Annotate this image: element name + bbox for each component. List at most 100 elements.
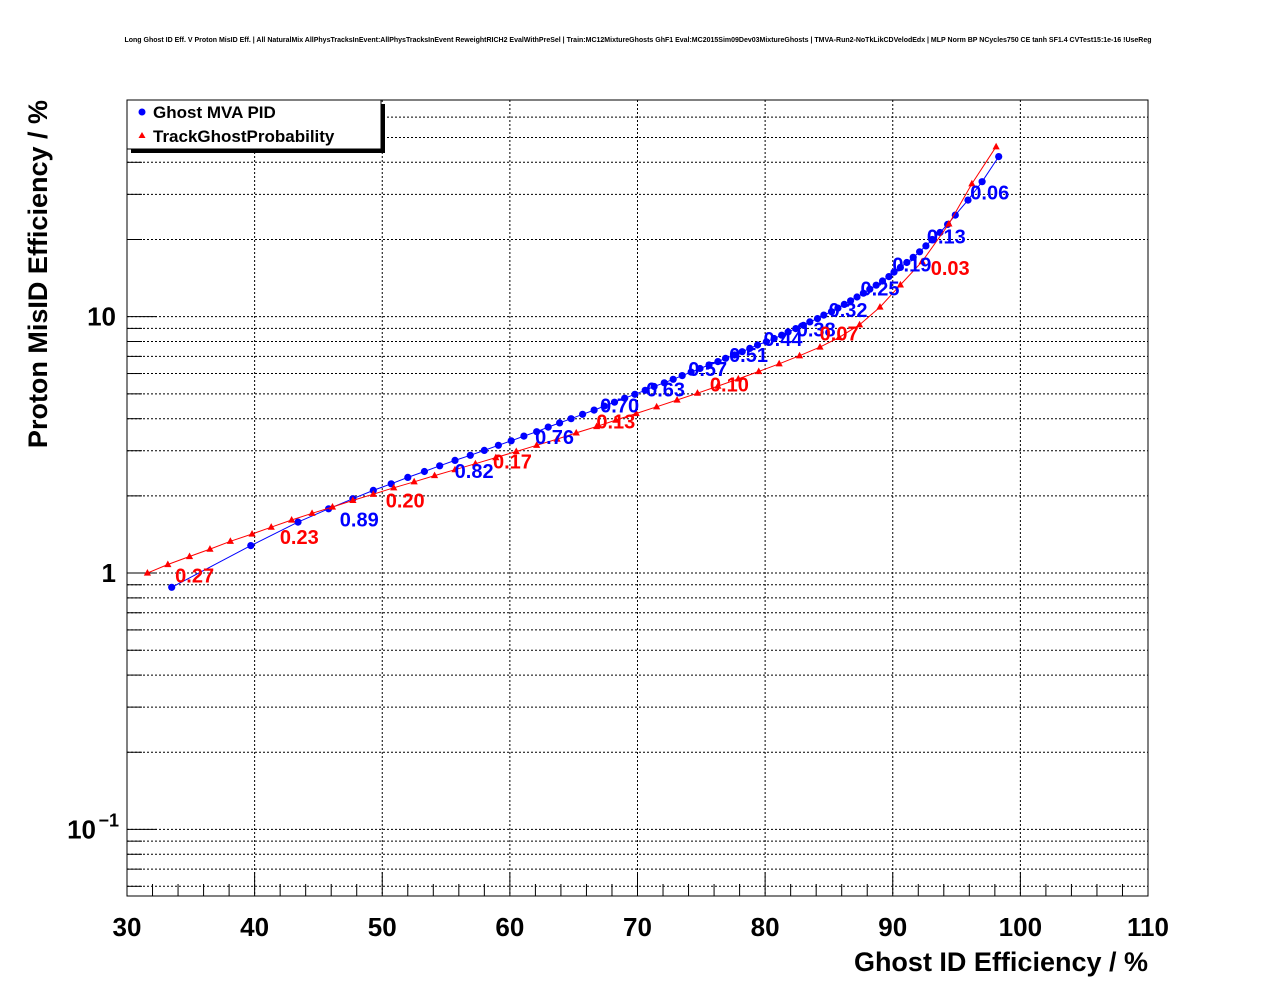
series-point-0 <box>978 178 986 186</box>
series-point-0 <box>995 153 1003 161</box>
series-point-0 <box>544 423 552 431</box>
series-point-1 <box>410 477 418 485</box>
cut-label-1: 0.07 <box>820 323 859 345</box>
series-point-0 <box>762 338 771 346</box>
x-axis-title: Ghost ID Efficiency / % <box>854 947 1148 977</box>
series-point-1 <box>835 333 843 341</box>
series-point-0 <box>730 351 739 359</box>
series-point-0 <box>792 325 800 333</box>
series-point-0 <box>420 467 428 476</box>
x-tick-label: 110 <box>1127 912 1169 942</box>
series-layer <box>143 142 1003 591</box>
cut-label-0: 0.13 <box>927 227 966 249</box>
series-point-0 <box>696 364 704 373</box>
series-point-0 <box>650 382 658 391</box>
series-point-1 <box>855 320 864 328</box>
series-point-1 <box>876 303 884 310</box>
legend: Ghost MVA PID TrackGhostProbability <box>126 99 385 153</box>
series-point-1 <box>653 402 661 410</box>
series-point-0 <box>951 211 959 219</box>
series-point-0 <box>753 341 762 349</box>
series-point-1 <box>308 509 316 516</box>
series-point-0 <box>494 441 502 449</box>
series-point-1 <box>755 367 763 375</box>
series-point-0 <box>834 304 842 312</box>
series-point-0 <box>520 432 528 440</box>
x-axis-tick-labels: 30 40 50 60 70 80 90 100 110 <box>113 912 1169 942</box>
cut-label-0: 0.76 <box>535 427 574 449</box>
cut-label-0: 0.19 <box>892 254 931 276</box>
series-point-1 <box>471 459 480 467</box>
series-point-0 <box>722 354 730 362</box>
series-point-0 <box>813 315 822 323</box>
x-tick-label: 30 <box>113 912 142 942</box>
series-point-0 <box>451 456 459 464</box>
series-point-0 <box>903 258 911 267</box>
series-point-0 <box>928 235 936 244</box>
cut-label-0: 0.32 <box>829 300 868 322</box>
series-point-0 <box>631 390 639 398</box>
series-point-1 <box>492 453 500 461</box>
x-tick-label: 60 <box>495 912 524 942</box>
series-point-0 <box>168 583 176 591</box>
cut-label-1: 0.13 <box>596 412 635 434</box>
cut-label-1: 0.10 <box>710 374 749 396</box>
series-point-1 <box>553 435 561 442</box>
cut-label-1: 0.17 <box>493 452 532 474</box>
cut-label-1: 0.20 <box>386 490 425 512</box>
series-point-0 <box>840 300 848 308</box>
series-point-1 <box>164 560 172 568</box>
series-point-0 <box>621 394 629 402</box>
series-point-1 <box>632 409 640 417</box>
series-point-1 <box>206 545 214 552</box>
cut-label-0: 0.70 <box>600 396 639 418</box>
series-point-0 <box>610 398 619 406</box>
legend-box <box>126 99 382 150</box>
series-point-1 <box>593 422 601 430</box>
series-point-1 <box>143 569 152 576</box>
series-point-1 <box>734 374 742 382</box>
y-tick-exponent: −1 <box>98 810 119 830</box>
series-point-0 <box>872 281 880 289</box>
series-point-1 <box>572 428 580 436</box>
legend-marker-ghost-mva <box>138 108 146 116</box>
series-point-1 <box>612 416 620 423</box>
series-point-1 <box>512 447 520 455</box>
legend-label-track-ghost-prob: TrackGhostProbability <box>153 127 335 146</box>
series-point-0 <box>678 372 686 380</box>
series-point-0 <box>567 415 575 423</box>
x-tick-label: 50 <box>368 912 397 942</box>
series-point-1 <box>992 142 1000 150</box>
series-point-0 <box>746 344 754 352</box>
series-point-1 <box>288 516 296 523</box>
series-point-1 <box>945 219 953 227</box>
cut-label-0: 0.57 <box>688 359 727 381</box>
series-point-0 <box>885 273 893 281</box>
series-point-0 <box>507 437 515 445</box>
series-point-0 <box>600 402 608 410</box>
series-point-0 <box>909 253 917 261</box>
series-point-0 <box>770 334 778 343</box>
cut-label-1: 0.03 <box>931 258 970 280</box>
series-point-0 <box>687 368 695 376</box>
series-point-0 <box>853 293 861 301</box>
series-point-0 <box>480 446 488 454</box>
series-point-0 <box>590 406 598 414</box>
cut-label-0: 0.89 <box>340 509 379 531</box>
x-tick-label: 80 <box>751 912 780 942</box>
series-point-0 <box>660 379 668 387</box>
series-point-1 <box>349 496 357 504</box>
series-point-0 <box>820 311 828 319</box>
series-point-1 <box>451 465 459 473</box>
series-point-0 <box>799 321 808 329</box>
y-tick-label: 1 <box>102 558 116 588</box>
y-axis-title: Proton MisID Efficiency / % <box>23 100 53 448</box>
y-tick-label: 10 <box>87 302 116 332</box>
series-point-0 <box>866 285 874 293</box>
series-point-1 <box>795 351 804 359</box>
series-point-1 <box>185 552 194 560</box>
series-point-0 <box>436 462 444 470</box>
series-point-0 <box>533 428 541 436</box>
series-point-1 <box>918 257 926 265</box>
